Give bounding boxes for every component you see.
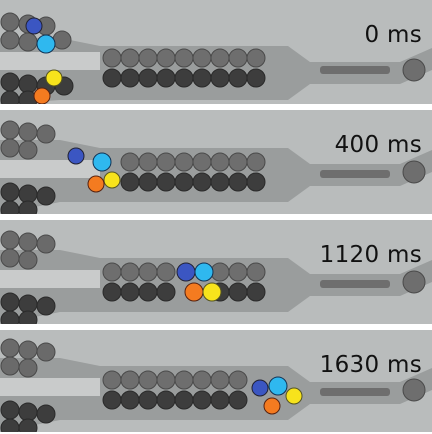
light-blue-droplet bbox=[93, 153, 111, 171]
orange-droplet bbox=[185, 283, 203, 301]
frame-2-microscopy bbox=[0, 220, 432, 324]
frame-0-microscopy bbox=[0, 0, 432, 104]
timestamp-label: 1630 ms bbox=[320, 352, 422, 378]
orange-droplet bbox=[264, 398, 280, 414]
light-blue-droplet bbox=[195, 263, 213, 281]
frame-2: 1120 ms bbox=[0, 220, 432, 324]
orange-droplet bbox=[88, 176, 104, 192]
frame-1-microscopy bbox=[0, 110, 432, 214]
dark-blue-droplet bbox=[68, 148, 84, 164]
dark-blue-droplet bbox=[26, 18, 42, 34]
timestamp-label: 400 ms bbox=[335, 132, 422, 158]
light-blue-droplet bbox=[269, 377, 287, 395]
light-blue-droplet bbox=[37, 35, 55, 53]
dark-blue-droplet bbox=[177, 263, 195, 281]
frame-1: 400 ms bbox=[0, 110, 432, 214]
timestamp-label: 0 ms bbox=[364, 22, 422, 48]
yellow-droplet bbox=[286, 388, 302, 404]
yellow-droplet bbox=[46, 70, 62, 86]
yellow-droplet bbox=[203, 283, 221, 301]
orange-droplet bbox=[34, 88, 50, 104]
dark-blue-droplet bbox=[252, 380, 268, 396]
yellow-droplet bbox=[104, 172, 120, 188]
frame-3: 1630 ms bbox=[0, 330, 432, 434]
timestamp-label: 1120 ms bbox=[320, 242, 422, 268]
frame-3-microscopy bbox=[0, 330, 432, 432]
frame-0: 0 ms bbox=[0, 0, 432, 104]
